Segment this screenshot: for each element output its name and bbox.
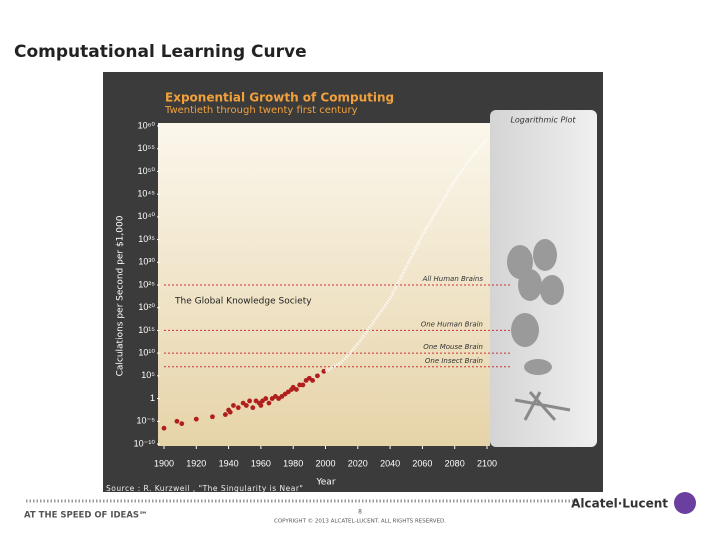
y-tick-label: 10⁵⁰ [138, 166, 156, 176]
reference-label: One Insect Brain [425, 357, 483, 365]
x-tick-label: 2100 [477, 458, 497, 468]
source: Source : R. Kurzweil , "The Singularity … [106, 484, 303, 493]
data-point [231, 403, 236, 408]
data-point [243, 403, 249, 408]
y-tick-label: 10¹⁰ [138, 348, 155, 358]
data-point [193, 416, 199, 422]
data-point [235, 405, 241, 411]
brand: Alcatel·Lucent [571, 497, 668, 511]
x-tick-label: 1980 [283, 458, 303, 468]
logo [674, 492, 696, 514]
y-tick-label: 10⁶⁰ [138, 120, 156, 130]
data-point [227, 409, 233, 415]
data-point [263, 396, 269, 401]
y-tick-label: 10⁵ [141, 370, 155, 380]
y-tick-label: 1 [150, 393, 155, 403]
y-tick-label: 10²⁵ [138, 279, 155, 289]
panel-label: Logarithmic Plot [510, 116, 576, 125]
x-tick-label: 2020 [348, 458, 368, 468]
side-panel [490, 110, 597, 447]
x-axis-label: Year [315, 478, 335, 488]
data-point [210, 414, 215, 420]
reference-label: One Human Brain [421, 320, 483, 328]
tagline: AT THE SPEED OF IDEAS℠ [24, 511, 148, 521]
x-tick-label: 1940 [219, 458, 239, 468]
y-tick-label: 10⁻¹⁰ [134, 438, 156, 448]
x-tick-label: 2060 [412, 458, 432, 468]
slide-title: Computational Learning Curve [14, 42, 307, 62]
y-tick-label: 10⁵⁵ [138, 143, 156, 153]
data-point [310, 378, 315, 383]
y-axis-label: Calculations per Second per $1,000 [116, 215, 126, 376]
y-tick-label: 10¹⁵ [138, 325, 155, 335]
data-point [300, 382, 306, 388]
data-point [266, 400, 272, 406]
y-tick-label: 10³⁰ [138, 257, 155, 267]
reference-label: One Mouse Brain [423, 343, 483, 351]
chart-subtitle: Twentieth through twenty first century [164, 105, 358, 116]
data-point [247, 398, 252, 404]
y-tick-label: 10⁴⁰ [138, 211, 156, 221]
reference-label: All Human Brains [422, 275, 484, 283]
data-point [258, 403, 264, 408]
annotation: The Global Knowledge Society [174, 297, 312, 307]
x-tick-label: 2000 [315, 458, 335, 468]
data-point [222, 412, 228, 417]
data-point [161, 425, 167, 431]
copyright: COPYRIGHT © 2013 ALCATEL-LUCENT. ALL RIG… [274, 518, 446, 525]
x-tick-label: 1960 [251, 458, 271, 468]
projection-line [324, 138, 489, 373]
x-tick-label: 1920 [186, 458, 206, 468]
x-tick-label: 1900 [154, 458, 174, 468]
page-number: 8 [358, 509, 362, 516]
y-tick-label: 10⁴⁵ [137, 189, 155, 199]
data-point [250, 405, 256, 411]
data-point [294, 387, 299, 392]
chart-title: Exponential Growth of Computing [165, 91, 394, 105]
y-tick-label: 10⁻⁵ [137, 416, 156, 426]
y-tick-label: 10³⁵ [138, 234, 155, 244]
illustrations [507, 239, 571, 421]
y-tick-label: 10²⁰ [138, 302, 155, 312]
data-point [179, 421, 185, 427]
data-point [315, 373, 320, 379]
x-tick-label: 2080 [445, 458, 465, 468]
x-tick-label: 2040 [380, 458, 400, 468]
data-point [174, 418, 180, 424]
